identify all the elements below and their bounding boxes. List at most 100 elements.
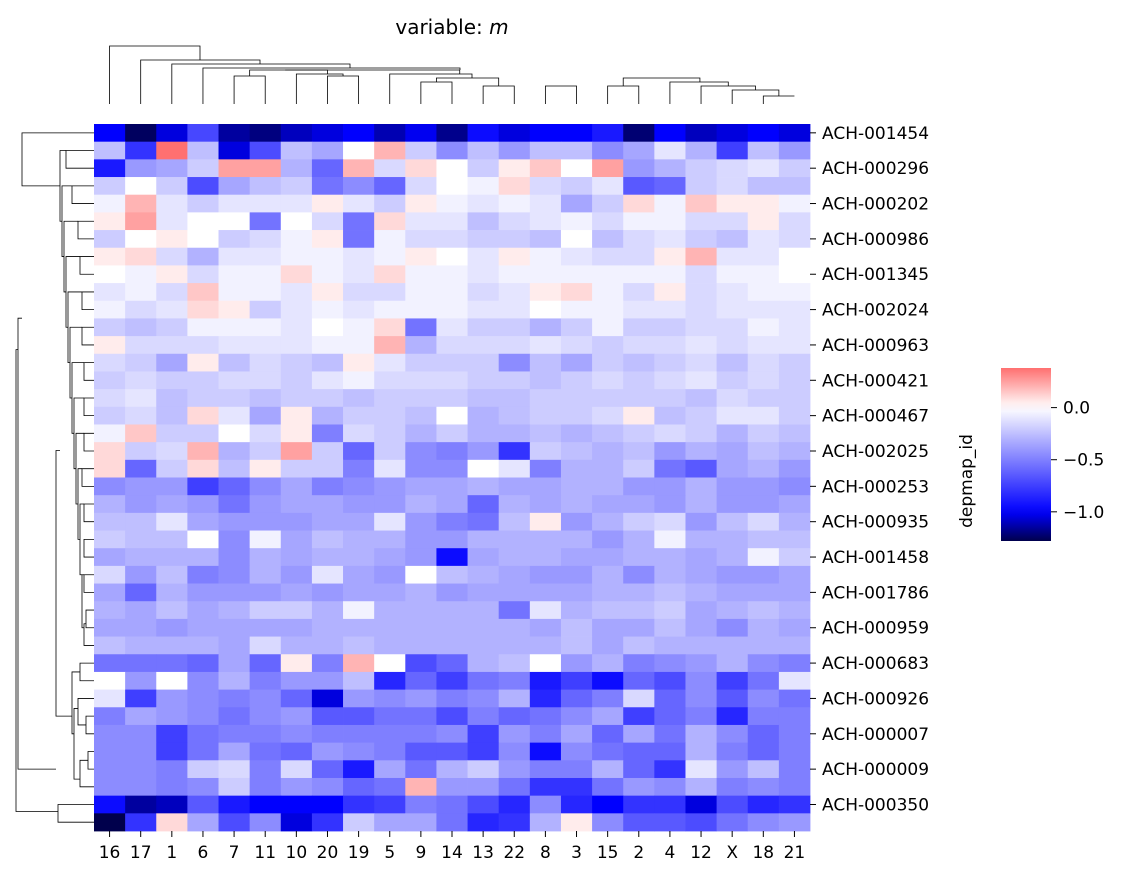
heatmap-cell (94, 601, 126, 620)
heatmap-cell (498, 194, 531, 213)
column-label: 10 (286, 843, 308, 863)
heatmap-cell (467, 406, 500, 425)
heatmap-cell (778, 247, 811, 266)
heatmap-cell (311, 548, 344, 567)
row-dendrogram-link (77, 698, 94, 726)
heatmap-cell (716, 477, 749, 496)
heatmap-cell (280, 230, 313, 249)
heatmap-cell (498, 459, 531, 478)
heatmap-cell (405, 530, 437, 549)
heatmap-cell (778, 512, 811, 531)
heatmap-cell (747, 601, 780, 620)
heatmap-cell (125, 495, 157, 514)
heatmap-cell (436, 707, 468, 726)
heatmap-cell (156, 318, 188, 337)
heatmap-cell (716, 194, 749, 213)
heatmap-cell (405, 671, 437, 690)
heatmap-cell (280, 212, 313, 231)
heatmap-cell (592, 353, 624, 372)
heatmap-cell (218, 565, 251, 584)
heatmap-cell (280, 654, 313, 673)
heatmap-cell (623, 548, 655, 567)
heatmap-cell (778, 265, 811, 284)
heatmap-cell (94, 124, 126, 143)
heatmap-cell (716, 618, 749, 637)
heatmap-cell (592, 742, 624, 761)
heatmap-cell (467, 724, 500, 744)
heatmap-cell (529, 159, 562, 178)
heatmap-cell (623, 283, 655, 302)
heatmap-cell (560, 512, 593, 531)
row-dendrogram-link (81, 291, 94, 310)
heatmap-cell (498, 283, 531, 302)
heatmap-cell (343, 795, 375, 814)
heatmap-cell (218, 583, 251, 602)
heatmap-cell (685, 336, 718, 355)
heatmap-cell (343, 495, 375, 514)
heatmap-cell (94, 300, 126, 319)
row-label: ACH-000350 (822, 795, 929, 815)
heatmap-cell (249, 212, 282, 231)
heatmap-cell (311, 618, 344, 637)
heatmap-cell (311, 601, 344, 620)
heatmap-cell (436, 654, 468, 673)
heatmap-cell (156, 371, 188, 390)
heatmap-cell (249, 654, 282, 673)
heatmap-cell (778, 636, 811, 655)
heatmap-cell (716, 424, 749, 443)
column-label: 8 (540, 843, 551, 863)
heatmap-cell (156, 530, 188, 549)
heatmap-cell (94, 548, 126, 567)
heatmap-cell (280, 424, 313, 443)
heatmap-cell (498, 318, 531, 337)
heatmap-cell (436, 459, 468, 478)
heatmap-cell (280, 177, 313, 196)
heatmap-cell (529, 813, 562, 832)
heatmap-cell (374, 777, 406, 797)
heatmap-cell (311, 141, 344, 160)
heatmap-cell (311, 742, 344, 761)
heatmap-cell (747, 371, 780, 390)
heatmap-cell (592, 495, 624, 514)
heatmap-cell (156, 813, 188, 832)
heatmap-cell (654, 724, 686, 744)
heatmap-cell (716, 654, 749, 673)
heatmap-cell (685, 159, 718, 178)
heatmap-cell (311, 247, 344, 266)
heatmap-cell (747, 548, 780, 567)
column-label: 15 (597, 843, 619, 863)
heatmap-cell (498, 618, 531, 637)
heatmap-cell (405, 442, 437, 461)
heatmap-cell (405, 406, 437, 425)
heatmap-cell (94, 159, 126, 178)
heatmap-cell (592, 300, 624, 319)
heatmap-cell (218, 230, 251, 249)
heatmap-cell (498, 477, 531, 496)
heatmap-cell (405, 389, 437, 408)
heatmap-cell (249, 318, 282, 337)
heatmap-cell (654, 159, 686, 178)
heatmap-cell (560, 477, 593, 496)
heatmap-cell (685, 565, 718, 584)
heatmap-cell (592, 230, 624, 249)
heatmap-cell (343, 618, 375, 637)
heatmap-cell (467, 477, 500, 496)
heatmap-cell (405, 283, 437, 302)
heatmap-cell (467, 795, 500, 814)
heatmap-cell (623, 742, 655, 761)
heatmap-cell (436, 760, 468, 779)
heatmap-cell (343, 442, 375, 461)
heatmap-cell (218, 689, 251, 708)
column-label: 17 (130, 843, 152, 863)
heatmap-cell (498, 795, 531, 814)
heatmap-cell (592, 548, 624, 567)
heatmap-cell (467, 318, 500, 337)
column-label: 21 (784, 843, 806, 863)
heatmap-cell (343, 742, 375, 761)
heatmap-cell (529, 265, 562, 284)
heatmap-cell (778, 689, 811, 708)
heatmap-cell (592, 389, 624, 408)
heatmap-cell (374, 813, 406, 832)
heatmap-cell (685, 424, 718, 443)
heatmap-cell (498, 389, 531, 408)
